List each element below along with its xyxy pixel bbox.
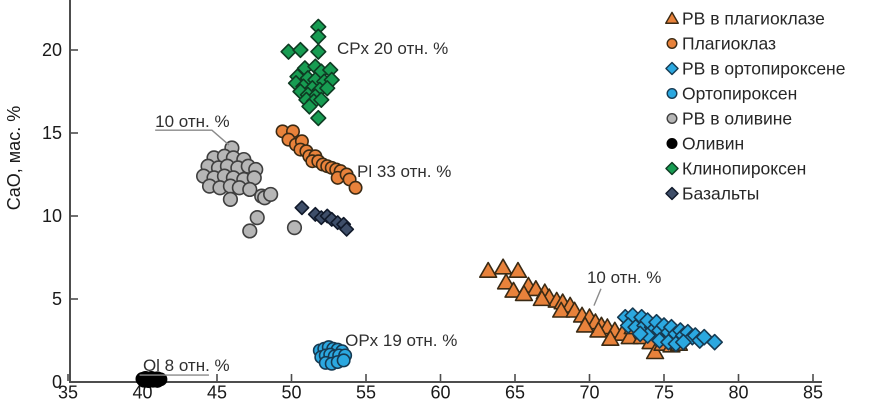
legend-item-6: Оливин <box>666 134 744 154</box>
axis-spine <box>69 0 822 383</box>
legend-label: РВ в оливине <box>682 109 792 129</box>
point <box>336 353 351 368</box>
series-3 <box>616 307 724 353</box>
point <box>493 258 513 275</box>
point <box>313 91 330 108</box>
y-tick-label: 15 <box>42 123 62 143</box>
point <box>478 261 498 278</box>
point <box>348 180 363 195</box>
point <box>242 181 258 198</box>
circle-legend-icon <box>666 87 678 99</box>
point <box>514 284 534 302</box>
point <box>294 200 310 216</box>
annotations: CPx 20 отн. % 10 отн. % Pl 33 отн. % OPx 19… <box>139 39 661 376</box>
x-tick-label: 45 <box>207 383 227 400</box>
point <box>249 210 265 226</box>
legend-item-2: Плагиоклаз <box>666 34 776 54</box>
legend-label: РВ в плагиоклазе <box>682 9 825 29</box>
point <box>301 98 318 115</box>
point <box>310 109 327 127</box>
x-tick-label: 60 <box>430 383 450 400</box>
annotation-label: 10 отн. % <box>155 112 229 131</box>
annotation-label: Ol 8 отн. % <box>143 356 230 375</box>
series-2 <box>275 124 363 195</box>
circle-legend-icon <box>666 137 678 149</box>
y-tick-label: 0 <box>52 372 62 392</box>
point <box>706 333 724 351</box>
x-tick-label: 80 <box>728 383 748 400</box>
legend-label: Ортопироксен <box>682 84 797 104</box>
legend-label: РВ в ортопироксене <box>682 59 845 79</box>
legend-label: Оливин <box>682 134 744 154</box>
series-8 <box>294 200 355 237</box>
triangle-legend-icon <box>665 11 679 24</box>
y-axis-label: CaO, мас. % <box>4 106 24 210</box>
diamond-legend-icon <box>665 61 679 76</box>
point <box>645 343 665 360</box>
point <box>496 273 516 290</box>
point <box>139 373 154 388</box>
point <box>319 80 336 97</box>
annotation-leader-line <box>155 129 230 146</box>
data-points <box>135 18 724 389</box>
legend-label: Клинопироксен <box>682 159 806 179</box>
point <box>631 325 649 343</box>
circle-legend-icon <box>666 38 678 50</box>
legend-item-1: РВ в плагиоклазе <box>665 9 825 29</box>
annotation-label: Pl 33 отн. % <box>357 162 451 181</box>
x-tick-label: 75 <box>654 383 674 400</box>
point <box>532 289 552 307</box>
legend-item-4: Ортопироксен <box>666 84 797 104</box>
circle-legend-icon <box>666 112 678 124</box>
point <box>551 301 571 318</box>
legend-item-5: РВ в оливине <box>666 109 792 129</box>
annotation-label: CPx 20 отн. % <box>337 39 448 58</box>
series-7 <box>280 18 340 127</box>
point <box>589 321 608 338</box>
point <box>292 41 309 59</box>
y-tick-label: 20 <box>42 40 62 60</box>
x-tick-label: 55 <box>356 383 376 400</box>
point <box>575 316 595 333</box>
diamond-legend-icon <box>665 186 679 201</box>
point <box>286 220 303 236</box>
point <box>310 43 327 60</box>
annotation-label: OPx 19 отн. % <box>345 331 457 350</box>
point <box>675 333 692 351</box>
legend: РВ в плагиоклазе Плагиоклаз РВ в ортопирок… <box>665 9 845 204</box>
point <box>601 329 620 347</box>
series-4 <box>312 340 353 371</box>
point <box>339 221 355 237</box>
annotation-leader-line <box>593 288 602 306</box>
x-tick-label: 85 <box>803 383 823 400</box>
legend-item-3: РВ в ортопироксене <box>665 59 845 79</box>
x-tick-label: 50 <box>281 383 301 400</box>
legend-label: Базальты <box>682 184 759 204</box>
point <box>508 261 528 278</box>
x-tick-label: 70 <box>579 383 599 400</box>
diamond-legend-icon <box>665 161 679 176</box>
series-5 <box>195 140 303 239</box>
annotation-label: 10 отн. % <box>587 268 661 287</box>
legend-item-8: Базальты <box>665 184 759 204</box>
legend-item-7: Клинопироксен <box>665 159 806 179</box>
point <box>263 186 279 203</box>
point <box>222 191 239 207</box>
point <box>242 223 258 239</box>
x-tick-label: 65 <box>505 383 525 400</box>
point <box>310 28 327 45</box>
point <box>695 328 713 346</box>
y-tick-label: 10 <box>42 206 62 226</box>
x-tick-label: 35 <box>58 383 78 400</box>
legend-label: Плагиоклаз <box>682 34 776 54</box>
point <box>504 281 523 298</box>
y-tick-label: 5 <box>52 289 62 309</box>
